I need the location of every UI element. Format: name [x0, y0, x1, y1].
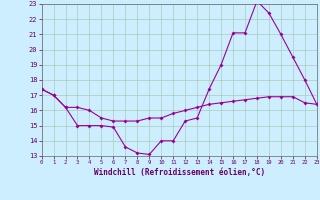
X-axis label: Windchill (Refroidissement éolien,°C): Windchill (Refroidissement éolien,°C) — [94, 168, 265, 177]
